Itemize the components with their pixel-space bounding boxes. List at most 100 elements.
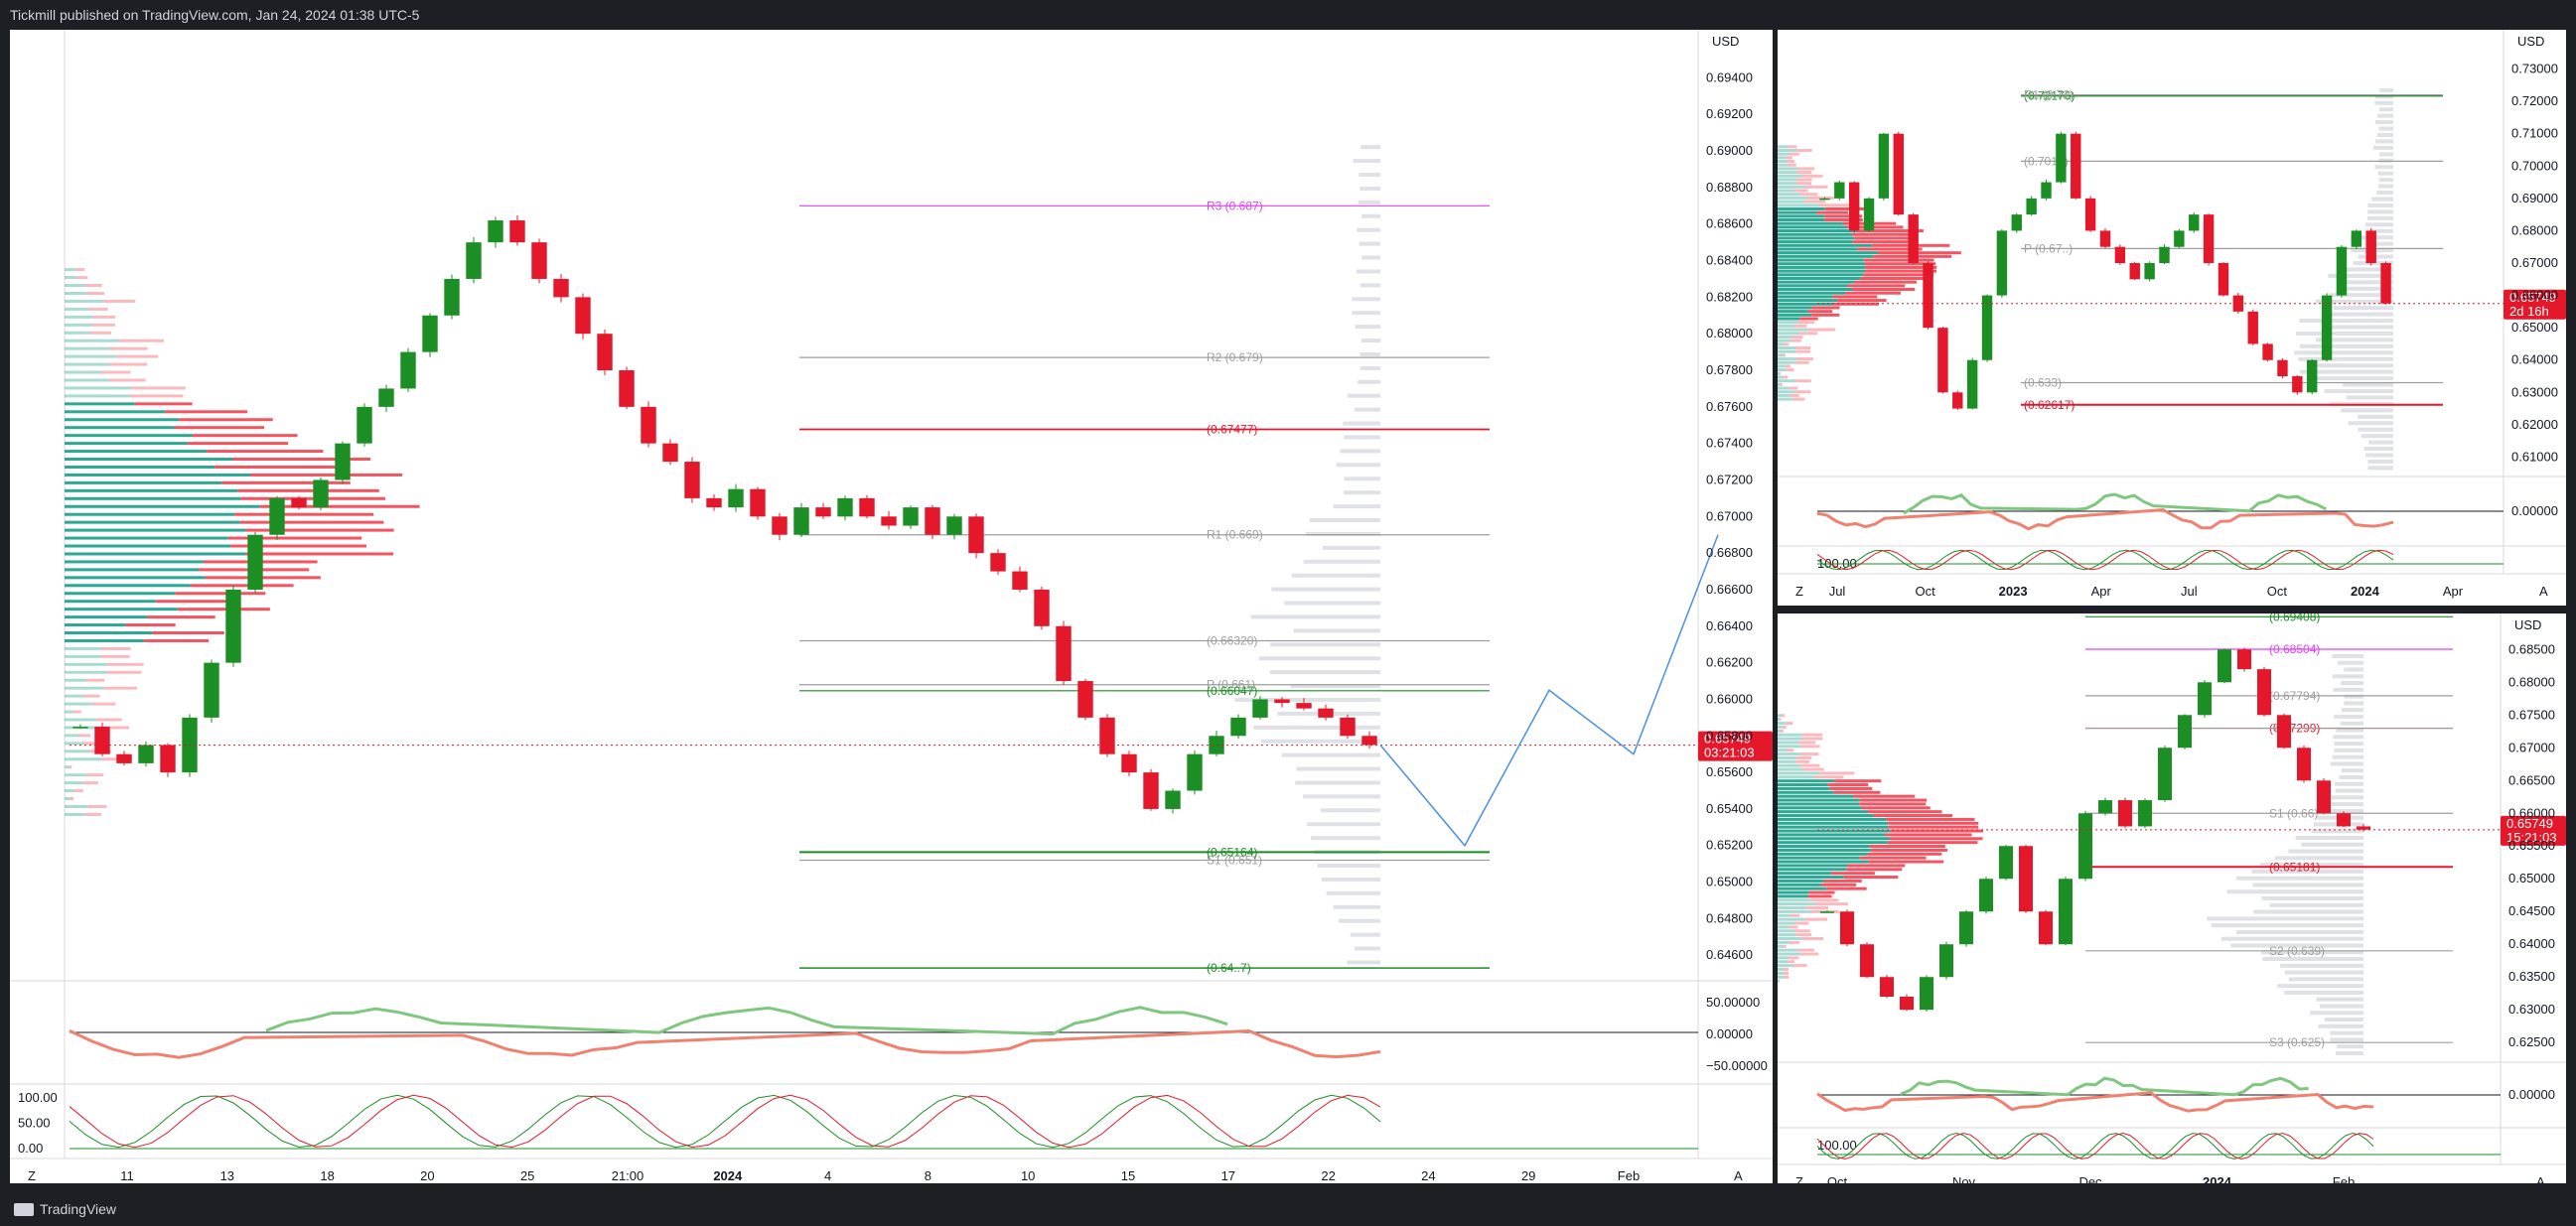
volume-profile-bar-down (174, 426, 265, 430)
volume-profile-session-bar (2259, 863, 2363, 868)
volume-profile-bar-down (1794, 921, 1809, 925)
volume-profile-session-bar (2328, 312, 2393, 317)
time-tick-label: Jul (1829, 584, 1846, 599)
volume-profile-bar-down (1843, 876, 1899, 880)
volume-profile-session-bar (2367, 466, 2393, 471)
volume-profile-session-bar (1336, 463, 1380, 468)
chart-panel-top-right[interactable]: (0.72176) R1 (0.72) (0.701..) P (0.67..) (0.… (1778, 30, 2566, 606)
volume-profile-session-bar (1270, 670, 1380, 675)
volume-profile-session-bar (2262, 957, 2363, 962)
volume-profile-bar-up (1778, 852, 1868, 856)
volume-profile-bar-down (1790, 339, 1801, 342)
volume-profile-bar-up (65, 418, 180, 422)
volume-profile-bar-up (1778, 386, 1789, 390)
volume-profile-session-bar (1352, 311, 1380, 316)
volume-profile-bar-up (1778, 718, 1780, 722)
volume-profile-session-bar (1347, 393, 1380, 398)
volume-profile-bar-up (65, 378, 109, 382)
volume-profile-session-bar (2207, 916, 2363, 921)
volume-profile-bar-down (134, 402, 193, 406)
price-tick-label: 0.67000 (2511, 255, 2558, 270)
volume-profile-session-bar (1360, 339, 1380, 343)
bottom-right-chart-svg[interactable]: (0.69408)(0.68504)(0.67794)(0.67299).74)… (1778, 613, 2566, 1183)
volume-profile-bar-down (1859, 802, 1927, 806)
volume-profile-bar-down (1808, 196, 1834, 200)
volume-profile-session-bar (2341, 768, 2363, 773)
volume-profile-session-bar (2269, 902, 2363, 907)
volume-profile-bar-up (65, 742, 83, 746)
bar-countdown: 03:21:03 (1704, 746, 1755, 760)
chart-panel-bottom-right[interactable]: (0.69408)(0.68504)(0.67794)(0.67299).74)… (1778, 613, 2566, 1183)
volume-profile-session-bar (1343, 421, 1380, 426)
main-chart-svg[interactable]: R3 (0.687) R2 (0.679) (0.67477) R1 (0.669) (… (10, 30, 1773, 1183)
volume-profile-session-bar (2343, 286, 2393, 291)
candle-up (1966, 359, 1978, 409)
pivot-level-label: (0.64..7) (1207, 961, 1251, 975)
volume-profile-session-bar (2358, 427, 2393, 432)
time-tick-label: Dec (2078, 1174, 2102, 1183)
candle-up (335, 443, 351, 480)
top-right-chart-svg[interactable]: (0.72176)R1 (0.72)(0.701..)P (0.67..)(0.… (1778, 30, 2566, 606)
volume-profile-session-bar (1360, 365, 1380, 370)
candle-up (2174, 230, 2185, 247)
volume-profile-bar-up (1778, 886, 1827, 890)
volume-profile-bar-down (1807, 310, 1833, 314)
volume-profile-session-bar (1359, 173, 1380, 177)
volume-profile-session-bar (2340, 721, 2363, 726)
volume-profile-bar-down (88, 307, 108, 311)
volume-profile-bar-down (1857, 229, 1924, 233)
volume-profile-bar-down (75, 268, 85, 272)
chart-panel-main[interactable]: R3 (0.687) R2 (0.679) (0.67477) R1 (0.669) (… (10, 30, 1773, 1183)
price-tick-label: 0.70000 (2511, 158, 2558, 173)
volume-profile-bar-down (1779, 718, 1782, 722)
volume-profile-bar-down (1805, 906, 1828, 910)
candle-down (2257, 669, 2271, 716)
volume-profile-bar-down (1786, 749, 1794, 752)
price-tick-label: 0.73000 (2511, 62, 2558, 76)
volume-profile-bar-down (245, 528, 394, 532)
price-tick-label: 0.68600 (1706, 216, 1753, 231)
volume-profile-bar-down (1796, 357, 1813, 361)
volume-profile-bar-down (119, 339, 165, 342)
volume-profile-session-bar (2332, 754, 2363, 759)
volume-profile-session-bar (2321, 802, 2363, 807)
volume-profile-bar-up (1778, 790, 1834, 794)
volume-profile-bar-up (1778, 265, 1866, 269)
price-tick-label: 0.68000 (1706, 326, 1753, 341)
volume-profile-session-bar (2344, 667, 2363, 672)
volume-profile-bar-up (1778, 382, 1781, 386)
volume-profile-bar-up (1778, 273, 1864, 277)
candle-down (597, 334, 613, 371)
volume-profile-session-bar (2361, 434, 2393, 439)
volume-profile-bar-down (1779, 979, 1781, 983)
volume-profile-bar-down (1784, 971, 1789, 975)
volume-profile-bar-down (78, 734, 91, 738)
volume-profile-bar-down (1827, 783, 1869, 787)
volume-profile-bar-up (65, 473, 251, 477)
volume-profile-bar-up (1778, 841, 1888, 845)
time-tick-label: Oct (1915, 584, 1935, 599)
scale-button-z: Z (28, 1168, 36, 1183)
bar-countdown: 15:21:03 (2506, 830, 2557, 845)
volume-profile-session-bar (2334, 714, 2363, 719)
volume-profile-bar-down (1789, 386, 1798, 390)
price-tick-label: 0.66000 (2511, 288, 2558, 303)
volume-profile-bar-down (1823, 214, 1863, 218)
volume-profile-bar-up (65, 276, 77, 280)
candle-up (793, 507, 809, 535)
volume-profile-bar-up (1778, 302, 1834, 306)
time-tick-label: 2024 (2203, 1174, 2232, 1183)
tradingview-logo[interactable]: TradingView (14, 1201, 116, 1217)
currency-label: USD (2517, 34, 2544, 49)
volume-profile-session-bar (2330, 761, 2363, 766)
volume-profile-bar-up (1778, 837, 1891, 841)
volume-profile-session-bar (2341, 681, 2363, 686)
volume-profile-bar-up (1778, 236, 1855, 240)
volume-profile-session-bar (2336, 728, 2363, 733)
volume-profile-session-bar (2260, 950, 2363, 955)
volume-profile-bar-down (73, 710, 81, 714)
candle-up (1819, 198, 1830, 201)
candle-up (204, 662, 219, 718)
volume-profile-bar-down (106, 670, 142, 674)
candle-down (1056, 625, 1072, 682)
